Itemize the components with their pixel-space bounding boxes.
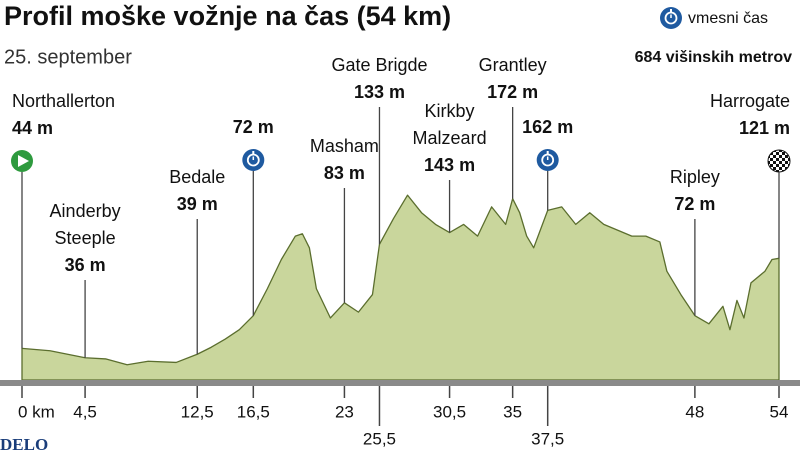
landmark-name: Steeple <box>55 228 116 248</box>
landmark-name: Grantley <box>479 55 547 75</box>
landmark-elevation: 72 m <box>674 194 715 214</box>
x-tick-label: 35 <box>503 402 522 421</box>
landmark-name: Kirkby <box>425 101 475 121</box>
landmark-name: Masham <box>310 136 379 156</box>
landmark-icon-time-check <box>242 149 265 171</box>
publisher-logo: DELO <box>0 435 48 450</box>
x-tick-label: 16,5 <box>237 402 270 421</box>
elevation-area <box>21 194 780 381</box>
landmark-elevation: 162 m <box>522 117 573 137</box>
landmark-name: Northallerton <box>12 91 115 111</box>
subtitle: 25. september <box>4 46 132 68</box>
baseline <box>0 380 800 386</box>
icon-glyph <box>246 153 260 167</box>
landmark-elevation: 39 m <box>177 194 218 214</box>
legend-icon <box>660 7 682 29</box>
landmark-icon-finish <box>767 149 791 173</box>
landmark-elevation: 133 m <box>354 82 405 102</box>
landmark-elevation: 121 m <box>739 118 790 138</box>
chart-title: Profil moške vožnje na čas (54 km) <box>4 1 451 31</box>
x-tick-label: 23 <box>335 402 354 421</box>
x-tick-label: 48 <box>685 402 704 421</box>
landmark-elevation: 83 m <box>324 163 365 183</box>
x-tick-label: 12,5 <box>181 402 214 421</box>
landmark-name: Malzeard <box>413 128 487 148</box>
landmark-elevation: 143 m <box>424 155 475 175</box>
icon-circle <box>767 149 791 173</box>
landmark-name: Gate Brigde <box>331 55 427 75</box>
x-tick-label: 25,5 <box>363 429 396 448</box>
legend-label: vmesni čas <box>688 10 768 27</box>
landmark-elevation: 44 m <box>12 118 53 138</box>
landmark-icon-start <box>11 150 33 172</box>
climb-total: 684 višinskih metrov <box>635 49 793 66</box>
landmark-name: Ripley <box>670 167 720 187</box>
icon-glyph <box>18 155 29 167</box>
landmark-name: Bedale <box>169 167 225 187</box>
x-tick-label: 37,5 <box>531 429 564 448</box>
x-tick-label: 0 km <box>18 402 55 421</box>
x-tick-label: 4,5 <box>73 402 97 421</box>
x-tick-label: 30,5 <box>433 402 466 421</box>
landmark-name: Ainderby <box>50 201 121 221</box>
x-tick-label: 54 <box>770 402 789 421</box>
icon-glyph <box>541 153 555 167</box>
landmark-icon-time-check <box>536 149 559 171</box>
landmark-name: Harrogate <box>710 91 790 111</box>
landmark-elevation: 36 m <box>65 255 106 275</box>
landmark-elevation: 72 m <box>233 117 274 137</box>
landmark-elevation: 172 m <box>487 82 538 102</box>
legend: vmesni čas <box>660 7 768 29</box>
